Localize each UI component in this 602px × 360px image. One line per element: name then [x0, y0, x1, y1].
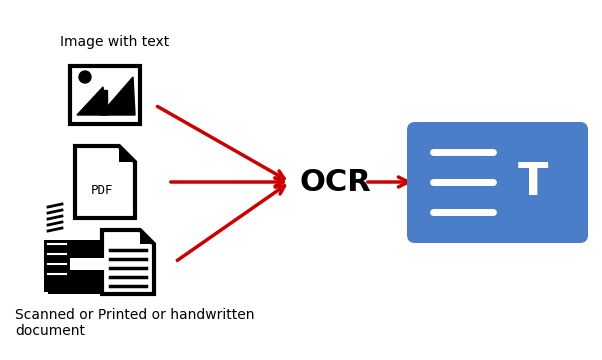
Text: OCR: OCR: [300, 167, 372, 197]
Polygon shape: [102, 230, 154, 294]
Polygon shape: [100, 77, 135, 115]
FancyBboxPatch shape: [70, 258, 110, 270]
Polygon shape: [75, 146, 135, 218]
FancyBboxPatch shape: [70, 66, 140, 124]
FancyBboxPatch shape: [44, 240, 116, 292]
Polygon shape: [119, 146, 135, 162]
Circle shape: [79, 71, 91, 83]
Text: PDF: PDF: [91, 184, 113, 197]
FancyBboxPatch shape: [48, 284, 112, 294]
Polygon shape: [77, 87, 107, 115]
Polygon shape: [140, 230, 154, 244]
Text: Image with text: Image with text: [60, 35, 169, 49]
Text: Scanned or Printed or handwritten
document: Scanned or Printed or handwritten docume…: [15, 308, 255, 338]
Polygon shape: [100, 90, 107, 115]
Text: T: T: [518, 161, 548, 203]
FancyBboxPatch shape: [407, 122, 588, 243]
